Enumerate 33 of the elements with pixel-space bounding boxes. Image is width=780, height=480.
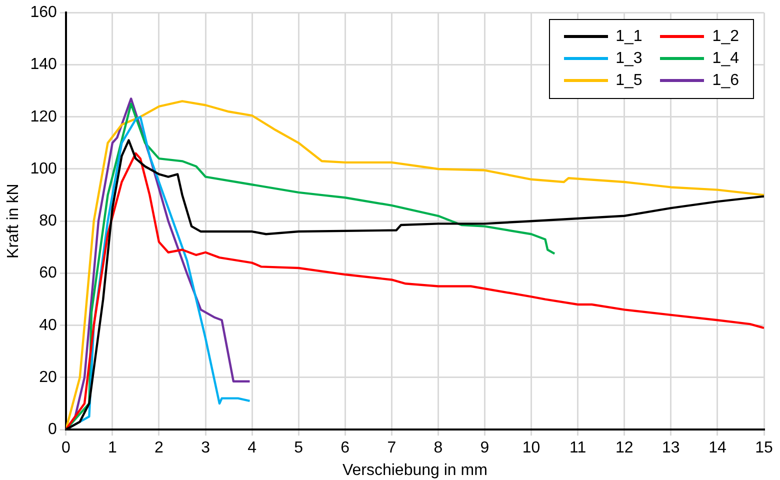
y-tick-label: 120 — [30, 108, 57, 126]
x-tick-label: 7 — [387, 440, 396, 457]
y-axis-title: Kraft in kN — [5, 184, 22, 258]
legend-label: 1_3 — [616, 50, 642, 68]
x-tick-label: 5 — [294, 440, 304, 457]
legend-label: 1_1 — [616, 28, 642, 46]
y-tick-label: 100 — [30, 160, 57, 178]
x-axis-title: Verschiebung in mm — [342, 462, 488, 479]
x-tick-label: 10 — [522, 440, 540, 457]
x-tick-label: 2 — [154, 440, 164, 457]
y-tick-label: 20 — [39, 368, 57, 386]
y-tick-label: 160 — [30, 4, 57, 22]
legend-label: 1_6 — [712, 72, 739, 90]
x-tick-label: 12 — [615, 440, 634, 457]
legend-label: 1_4 — [712, 50, 739, 68]
legend-label: 1_2 — [712, 28, 739, 46]
x-tick-label: 15 — [755, 440, 773, 457]
x-tick-label: 13 — [662, 440, 680, 457]
x-tick-label: 3 — [201, 440, 210, 457]
y-tick-label: 60 — [39, 264, 57, 282]
y-tick-label: 0 — [48, 421, 57, 438]
y-tick-label: 40 — [39, 316, 57, 334]
x-tick-label: 0 — [61, 440, 70, 457]
x-tick-label: 14 — [708, 440, 726, 457]
x-tick-label: 4 — [248, 440, 257, 457]
x-tick-label: 8 — [434, 440, 443, 457]
y-tick-label: 140 — [30, 56, 57, 74]
x-tick-label: 9 — [480, 440, 490, 457]
legend-label: 1_5 — [616, 72, 642, 90]
y-tick-label: 80 — [39, 212, 57, 230]
x-tick-label: 1 — [108, 440, 117, 457]
x-tick-label: 6 — [340, 440, 350, 457]
x-tick-label: 11 — [570, 440, 586, 457]
